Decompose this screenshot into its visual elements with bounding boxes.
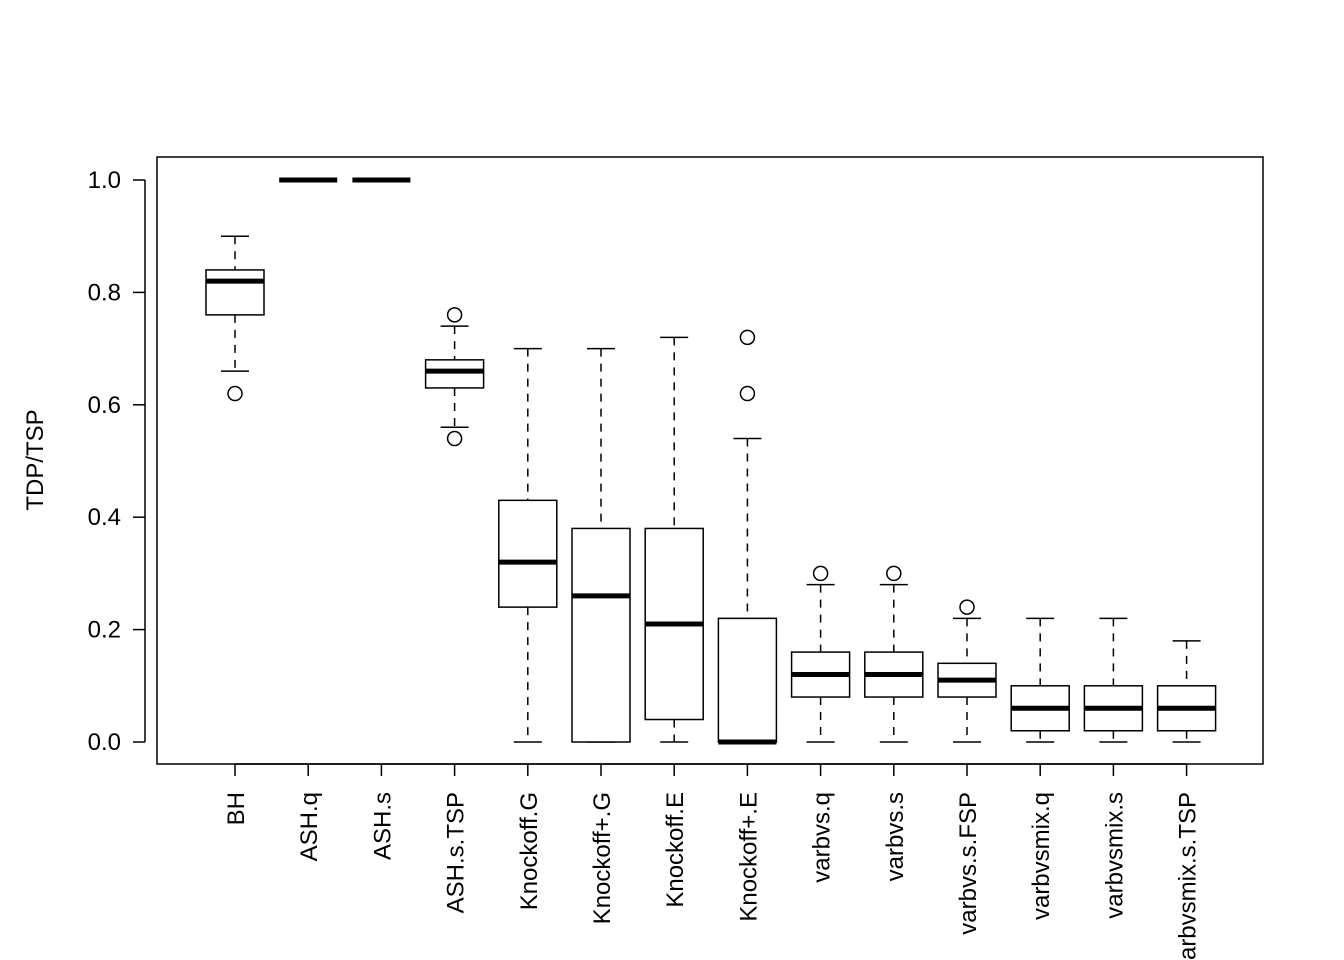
box-varbvs.s bbox=[864, 565, 924, 743]
outlier-point bbox=[227, 385, 243, 402]
outlier-point bbox=[959, 599, 975, 615]
x-tick-label: ASH.s bbox=[369, 792, 396, 860]
plot-frame bbox=[156, 156, 1264, 765]
iqr-box bbox=[498, 499, 558, 608]
y-tick-label: 0.4 bbox=[88, 504, 121, 531]
iqr-box bbox=[717, 617, 778, 743]
x-tick-label: Knockoff+.E bbox=[735, 792, 762, 922]
y-tick-label: 1.0 bbox=[88, 167, 121, 194]
box-Knockoff+.G bbox=[571, 347, 631, 743]
outlier-point bbox=[739, 385, 756, 402]
outlier-point bbox=[886, 565, 902, 582]
x-tick-label: Knockoff.E bbox=[662, 792, 689, 908]
x-tick-label: varbvsmix.q bbox=[1028, 792, 1055, 920]
box-BH bbox=[205, 235, 265, 402]
boxes bbox=[205, 177, 1217, 745]
y-tick-label: 0.2 bbox=[88, 617, 121, 644]
box-ASH.s.TSP bbox=[424, 307, 485, 447]
x-tick-label: varbvs.s bbox=[882, 792, 909, 881]
x-tick-label: Knockoff.G bbox=[516, 792, 543, 910]
box-Knockoff.G bbox=[498, 347, 558, 743]
outlier-point bbox=[739, 329, 756, 346]
box-Knockoff+.E bbox=[717, 329, 778, 745]
outlier-point bbox=[446, 430, 463, 447]
iqr-box bbox=[424, 359, 485, 389]
x-tick-label: BH bbox=[223, 792, 250, 825]
box-varbvs.q bbox=[790, 565, 851, 743]
x-tick-label: varbvsmix.s bbox=[1101, 792, 1128, 919]
x-tick-label: varbvs.s.FSP bbox=[955, 792, 982, 935]
y-tick-label: 0.0 bbox=[88, 729, 121, 756]
x-tick-label: ASH.q bbox=[296, 792, 323, 861]
box-varbvsmix.s.TSP bbox=[1156, 640, 1217, 743]
y-tick-label: 0.6 bbox=[88, 392, 121, 419]
box-varbvsmix.s bbox=[1083, 617, 1144, 743]
y-axis: 0.0 0.2 0.4 0.6 0.8 1.0 bbox=[88, 167, 146, 756]
iqr-box bbox=[571, 527, 631, 743]
box-Knockoff.E bbox=[644, 336, 704, 743]
outlier-point bbox=[446, 307, 463, 323]
box-varbvsmix.q bbox=[1010, 617, 1070, 743]
x-tick-label: Knockoff+.G bbox=[589, 792, 616, 924]
x-tick-label: varbvs.q bbox=[809, 792, 836, 883]
x-tick-label: varbvsmix.s.TSP bbox=[1175, 792, 1202, 960]
iqr-box bbox=[205, 269, 265, 316]
x-axis: BH ASH.q ASH.s ASH.s.TSP Knockoff.G Knockoff+… bbox=[223, 763, 1202, 960]
x-tick-label: ASH.s.TSP bbox=[443, 792, 470, 913]
box-varbvs.s.FSP bbox=[937, 599, 997, 743]
y-tick-label: 0.8 bbox=[88, 279, 121, 306]
outlier-point bbox=[812, 565, 829, 582]
y-axis-label: TDP/TSP bbox=[22, 409, 49, 510]
